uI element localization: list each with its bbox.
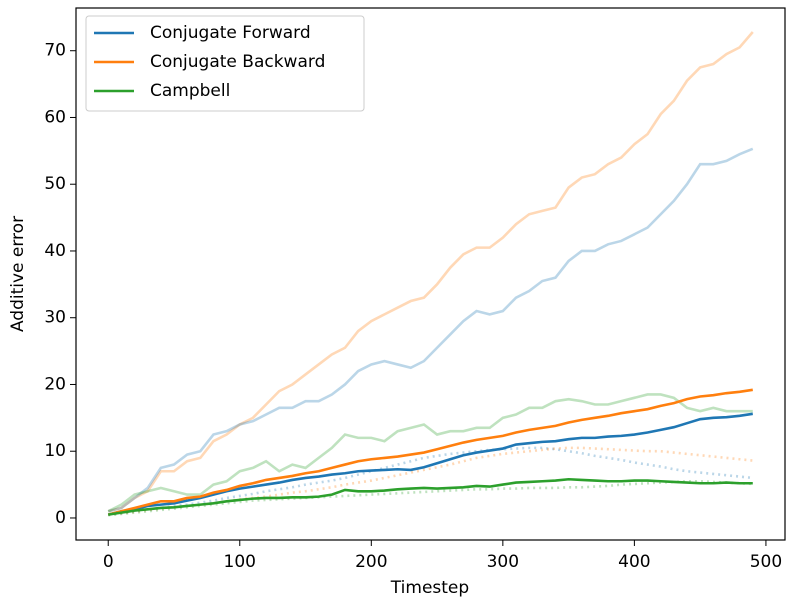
series-line [108, 477, 753, 516]
series-line [107, 388, 753, 516]
x-tick-label: 300 [487, 552, 519, 572]
y-tick-label: 50 [44, 174, 66, 194]
series-line [107, 393, 753, 513]
series-line [107, 31, 754, 513]
series-line [108, 446, 753, 516]
x-tick-label: 100 [224, 552, 256, 572]
series-line [107, 147, 754, 513]
y-axis-label: Additive error [8, 216, 28, 332]
y-tick-label: 30 [44, 308, 66, 328]
legend-label: Conjugate Forward [150, 23, 311, 43]
y-tick-label: 10 [44, 441, 66, 461]
y-tick-label: 70 [44, 41, 66, 61]
y-tick-label: 40 [44, 241, 66, 261]
y-tick-label: 20 [44, 374, 66, 394]
plot-frame [75, 7, 786, 541]
x-tick-label: 200 [355, 552, 387, 572]
x-axis-label: Timestep [390, 578, 469, 598]
x-tick-label: 400 [618, 552, 650, 572]
y-tick-label: 60 [44, 107, 66, 127]
series-line [108, 479, 753, 517]
x-tick-label: 0 [103, 552, 114, 572]
y-tick-label: 0 [55, 508, 66, 528]
legend-box [85, 15, 365, 112]
legend-label: Campbell [150, 81, 230, 101]
x-tick-label: 500 [750, 552, 782, 572]
legend-label: Conjugate Backward [150, 52, 325, 72]
series-line [107, 412, 753, 516]
